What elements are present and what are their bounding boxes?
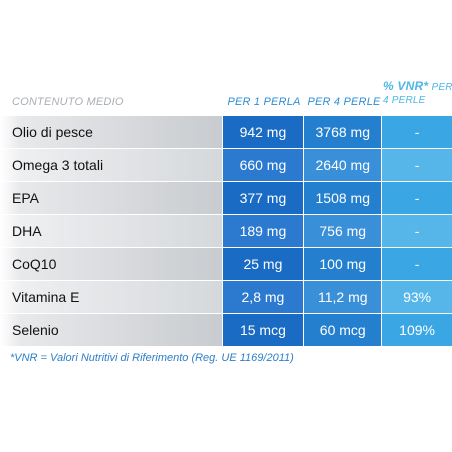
value-vnr: - — [382, 149, 452, 181]
value-per-4: 11,2 mg — [304, 281, 383, 313]
value-per-1: 2,8 mg — [222, 281, 305, 313]
value-per-1: 189 mg — [222, 215, 305, 247]
nutrition-table: Olio di pesce 942 mg 3768 mg - Omega 3 t… — [0, 116, 452, 347]
value-per-4: 756 mg — [304, 215, 383, 247]
value-vnr: 109% — [382, 314, 452, 346]
nutrient-name: Omega 3 totali — [0, 149, 223, 181]
value-per-1: 942 mg — [222, 116, 305, 148]
value-per-4: 3768 mg — [304, 116, 383, 148]
table-row: CoQ10 25 mg 100 mg - — [0, 248, 452, 281]
header-vnr: % VNR* PER 4 PERLE — [383, 80, 452, 124]
header-per-4-perle: PER 4 PERLE — [307, 96, 381, 108]
table-row: EPA 377 mg 1508 mg - — [0, 182, 452, 215]
nutrient-name: Vitamina E — [0, 281, 223, 313]
nutrient-name: Olio di pesce — [0, 116, 223, 148]
value-per-1: 377 mg — [222, 182, 305, 214]
header-per-1-perla: PER 1 PERLA — [227, 96, 301, 108]
value-per-4: 100 mg — [304, 248, 383, 280]
value-per-1: 15 mcg — [222, 314, 305, 346]
value-per-4: 60 mcg — [304, 314, 383, 346]
value-per-1: 660 mg — [222, 149, 305, 181]
value-per-4: 2640 mg — [304, 149, 383, 181]
value-vnr: - — [382, 182, 452, 214]
table-row: Olio di pesce 942 mg 3768 mg - — [0, 116, 452, 149]
table-row: Omega 3 totali 660 mg 2640 mg - — [0, 149, 452, 182]
value-per-4: 1508 mg — [304, 182, 383, 214]
table-row: Vitamina E 2,8 mg 11,2 mg 93% — [0, 281, 452, 314]
table-row: DHA 189 mg 756 mg - — [0, 215, 452, 248]
value-vnr: - — [382, 215, 452, 247]
nutrient-name: Selenio — [0, 314, 223, 346]
header-vnr-subtitle: PER 4 PERLE — [383, 82, 452, 106]
value-per-1: 25 mg — [222, 248, 305, 280]
value-vnr: 93% — [382, 281, 452, 313]
header-vnr-title: % VNR* — [383, 79, 429, 93]
value-vnr: - — [382, 248, 452, 280]
nutrient-name: DHA — [0, 215, 223, 247]
nutrient-name: EPA — [0, 182, 223, 214]
value-vnr: - — [382, 116, 452, 148]
nutrient-name: CoQ10 — [0, 248, 223, 280]
header-content-label: CONTENUTO MEDIO — [12, 96, 124, 108]
footnote: *VNR = Valori Nutritivi di Riferimento (… — [10, 352, 294, 364]
table-row: Selenio 15 mcg 60 mcg 109% — [0, 314, 452, 347]
